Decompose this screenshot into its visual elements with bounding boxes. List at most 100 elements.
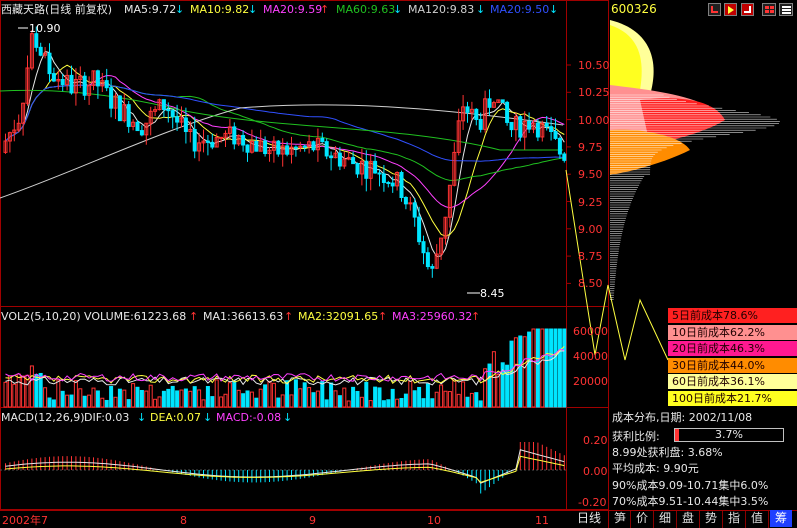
candle-body: [465, 106, 470, 113]
volume-bar: [487, 363, 492, 408]
volume-bar: [399, 398, 404, 408]
candle-body: [100, 80, 105, 87]
ma120-legend: MA120:9.83: [408, 3, 475, 16]
candle-body: [403, 196, 408, 205]
dif-down-arrow-icon: ↓: [137, 411, 147, 424]
candle-body: [43, 52, 48, 56]
tab-price[interactable]: 价: [635, 511, 648, 525]
candle-body: [496, 99, 501, 104]
candle-body: [157, 99, 162, 111]
volume-bar: [183, 388, 188, 408]
tab-separator: [653, 511, 654, 528]
volume-bar: [73, 380, 78, 408]
tab-daily[interactable]: 日线: [576, 511, 601, 525]
volume-bar: [289, 394, 294, 408]
volume-bar: [12, 383, 17, 408]
volume-bar: [144, 390, 149, 408]
volume-bar: [412, 390, 417, 408]
profit-ratio-fill: [675, 429, 679, 441]
candle-body: [469, 108, 474, 113]
tab-chips[interactable]: 筹: [770, 510, 792, 527]
candle-body: [320, 137, 325, 143]
candle-body: [34, 33, 39, 48]
tab-value[interactable]: 值: [750, 511, 763, 525]
volume-bar: [135, 386, 140, 408]
candle-body: [280, 145, 285, 155]
volume-bar: [271, 382, 276, 408]
candle-body: [373, 160, 378, 174]
cost-band: 60日前成本36.1%: [668, 374, 797, 389]
volume-bar: [267, 380, 272, 408]
candle-body: [491, 102, 496, 108]
volume-bar: [161, 390, 166, 408]
profit-ratio-bar: 3.7%: [674, 428, 784, 442]
tab-separator: [699, 511, 700, 528]
volume-bar: [311, 392, 316, 408]
volume-bar: [505, 364, 510, 408]
candle-body: [29, 33, 34, 69]
move-icon[interactable]: [741, 3, 754, 16]
volume-bar: [377, 387, 382, 408]
vol-axis-20000: 20000: [573, 375, 608, 388]
volume-bar: [82, 395, 87, 408]
volume-bar: [126, 399, 131, 408]
candle-body: [170, 110, 175, 118]
volume-bar: [43, 387, 48, 408]
grid-icon[interactable]: [762, 3, 776, 16]
candle-body: [430, 266, 435, 269]
candle-body: [153, 109, 158, 112]
candle-body: [364, 160, 369, 179]
candle-body: [386, 181, 391, 184]
candle-body: [509, 121, 514, 131]
volume-bar: [219, 396, 224, 408]
candle-body: [232, 126, 237, 145]
tab-sun[interactable]: 笋: [613, 511, 626, 525]
candle-body: [399, 171, 404, 198]
cost-90-percent: 90%成本9.09-10.71集中6.0%: [612, 479, 769, 492]
time-axis-aug: 8: [180, 514, 187, 527]
candle-body: [122, 104, 127, 122]
tab-detail[interactable]: 细: [658, 511, 671, 525]
ma250-legend: MA20:9.50: [490, 3, 550, 16]
candle-body: [236, 135, 241, 145]
volume-bar: [540, 328, 545, 408]
candle-body: [60, 79, 65, 86]
volume-bar: [197, 389, 202, 408]
volume-bar: [474, 392, 479, 408]
candle-body: [161, 99, 166, 110]
volume-bar: [549, 328, 554, 408]
time-axis-oct: 10: [427, 514, 441, 527]
candle-body: [342, 158, 347, 167]
candle-body: [258, 140, 263, 152]
tab-index[interactable]: 指: [727, 511, 740, 525]
volume-bar: [51, 399, 56, 408]
volume-bar: [351, 386, 356, 408]
volume-bar: [91, 387, 96, 408]
volume-bar: [307, 387, 312, 408]
candle-body: [188, 129, 193, 133]
candle-body: [12, 129, 17, 134]
tab-order[interactable]: 盘: [681, 511, 694, 525]
macd-axis-000: 0.00: [583, 465, 608, 478]
price-axis-label: 8.50: [578, 277, 603, 291]
vol-axis-40000: 40000: [573, 350, 608, 363]
candle-body: [73, 78, 78, 94]
volume-bar: [100, 397, 105, 408]
volume-bars: [3, 328, 567, 408]
volume-bar: [527, 331, 532, 408]
candle-body: [540, 122, 545, 138]
volume-bar: [395, 398, 400, 408]
chart-toggle-icon[interactable]: [708, 3, 721, 16]
stack-icon[interactable]: [779, 3, 793, 16]
tab-separator: [768, 511, 769, 528]
tab-separator: [676, 511, 677, 528]
volume-bar: [386, 399, 391, 408]
candle-body: [223, 132, 228, 138]
flag-icon[interactable]: [724, 3, 737, 16]
price-axis-label: 9.25: [578, 195, 603, 209]
macd-dif: DIF:0.03: [84, 411, 130, 424]
candle-body: [285, 145, 290, 155]
tab-trend[interactable]: 势: [704, 511, 717, 525]
dif-line: [5, 449, 565, 484]
